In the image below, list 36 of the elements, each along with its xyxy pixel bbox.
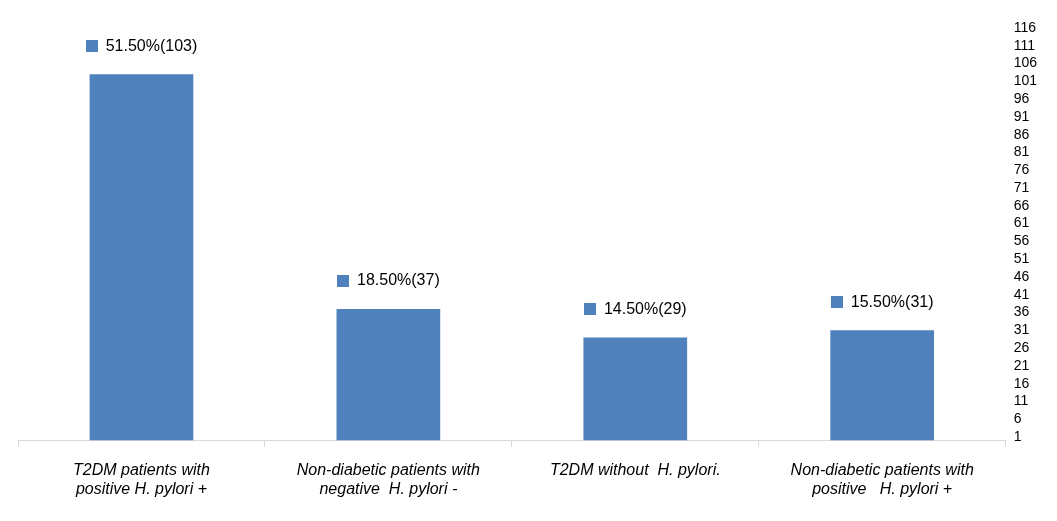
y-tick-label: 16 bbox=[1013, 374, 1030, 391]
y-tick-label: 46 bbox=[1013, 267, 1030, 284]
data-label: 14.50%(29) bbox=[603, 299, 687, 317]
bar bbox=[336, 309, 441, 441]
y-tick-label: 11 bbox=[1013, 392, 1029, 409]
data-label: 18.50%(37) bbox=[357, 271, 440, 289]
y-tick-label: 111 bbox=[1013, 36, 1036, 53]
y-tick-label: 51 bbox=[1013, 250, 1030, 267]
x-tick-label: Non-diabetic patients with positive H. pylori + bbox=[790, 460, 974, 497]
y-tick-label: 71 bbox=[1013, 178, 1030, 195]
bar bbox=[89, 74, 194, 441]
y-tick-label: 31 bbox=[1013, 321, 1030, 338]
y-tick-label: 6 bbox=[1013, 410, 1022, 427]
y-tick-label: 116 bbox=[1013, 18, 1037, 35]
x-tick-label: Non-diabetic patients with negative H. pylori - bbox=[296, 460, 481, 497]
y-tick-label: 101 bbox=[1013, 72, 1038, 89]
bar bbox=[583, 337, 688, 441]
y-tick-label: 66 bbox=[1013, 196, 1030, 213]
y-tick-label: 36 bbox=[1013, 303, 1030, 320]
y-tick-label: 1 bbox=[1013, 427, 1022, 444]
y-tick-label: 106 bbox=[1013, 54, 1038, 71]
y-tick-label: 91 bbox=[1013, 107, 1030, 124]
y-tick-label: 21 bbox=[1013, 356, 1030, 373]
y-tick-label: 26 bbox=[1013, 338, 1030, 355]
data-label: 51.50%(103) bbox=[105, 36, 198, 54]
y-tick-label: 86 bbox=[1013, 125, 1030, 142]
y-tick-label: 96 bbox=[1013, 90, 1030, 106]
x-tick-label: T2DM without H. pylori. bbox=[549, 460, 721, 478]
y-tick-label: 81 bbox=[1013, 143, 1030, 160]
data-label: 15.50%(31) bbox=[850, 292, 934, 310]
bar bbox=[830, 330, 935, 441]
y-tick-label: 76 bbox=[1013, 161, 1030, 178]
y-tick-label: 61 bbox=[1013, 214, 1030, 231]
x-tick-label: T2DM patients with positive H. pylori + bbox=[72, 460, 211, 497]
y-tick-label: 56 bbox=[1013, 232, 1030, 249]
y-tick-label: 41 bbox=[1013, 285, 1030, 302]
